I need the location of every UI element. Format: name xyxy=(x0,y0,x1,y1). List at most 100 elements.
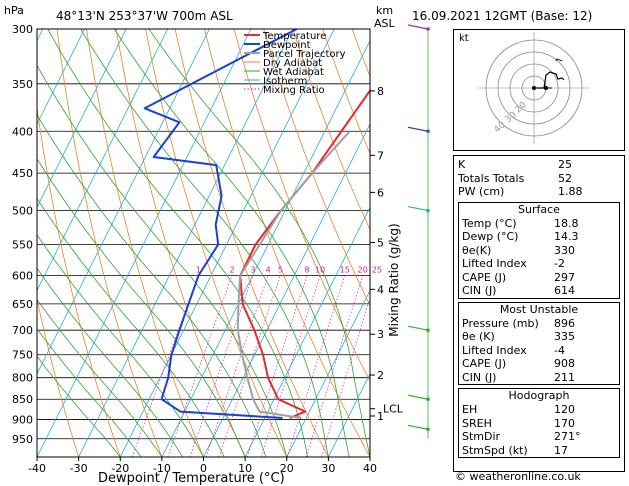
wet-adiabat-line xyxy=(114,29,350,457)
index-value: 52 xyxy=(558,171,572,185)
most-unstable-label: CIN (J) xyxy=(462,370,497,384)
hodograph-stat-label: StmSpd (kt) xyxy=(462,443,528,457)
asl-unit-label: ASL xyxy=(374,17,396,30)
wind-barb xyxy=(407,126,429,132)
most-unstable-label: Pressure (mb) xyxy=(462,316,539,330)
mixing-ratio-tick-label: 10 xyxy=(315,265,325,274)
pressure-tick-label: 350 xyxy=(12,78,33,91)
copyright: © weatheronline.co.uk xyxy=(455,470,581,483)
pressure-unit-label: hPa xyxy=(4,4,24,17)
hodograph-stat-label: EH xyxy=(462,403,478,416)
surface-label: CIN (J) xyxy=(462,284,497,297)
x-tick-label: -20 xyxy=(111,462,129,475)
hodograph-stat-value: 271° xyxy=(554,430,581,443)
most-unstable-row: CAPE (J) 908 xyxy=(459,357,619,371)
most-unstable-row: Lifted Index -4 xyxy=(459,344,619,358)
dry-adiabat-line xyxy=(322,29,370,155)
dry-adiabat-line xyxy=(56,29,163,457)
dry-adiabat-line xyxy=(204,29,370,457)
wind-barb xyxy=(407,24,429,30)
surface-value: 14.3 xyxy=(554,230,579,243)
surface-value: 614 xyxy=(554,284,575,297)
surface-value: 18.8 xyxy=(554,216,579,230)
x-tick-label: -10 xyxy=(153,462,171,475)
index-label: Totals Totals xyxy=(458,171,525,185)
x-tick-label: 0 xyxy=(200,462,207,475)
dry-adiabat-line xyxy=(263,29,370,307)
mixing-ratio-tick-label: 5 xyxy=(278,265,283,274)
surface-row: CIN (J) 614 xyxy=(459,284,619,298)
most-unstable-row: θe (K) 335 xyxy=(459,330,619,344)
mixing-ratio-line xyxy=(260,275,321,457)
x-axis-label: Dewpoint / Temperature (°C) xyxy=(98,471,285,486)
hodograph-stat-value: 170 xyxy=(554,416,575,430)
surface-row: θe(K) 330 xyxy=(459,244,619,258)
most-unstable-value: 896 xyxy=(554,316,575,330)
isotherm-line xyxy=(78,29,293,457)
isotherm-line xyxy=(0,29,1,457)
mixing-ratio-line xyxy=(131,275,199,457)
profile-lines xyxy=(143,29,370,419)
index-label: PW (cm) xyxy=(458,185,505,198)
most-unstable-value: -4 xyxy=(554,343,565,357)
km-tick-label: 1 xyxy=(377,410,384,423)
surface-row: Temp (°C) 18.8 xyxy=(459,217,619,231)
most-unstable-row: CIN (J) 211 xyxy=(459,371,619,385)
isotherm-line xyxy=(161,39,370,457)
mixing-ratio-line xyxy=(205,275,269,457)
hodograph-unit-label: kt xyxy=(459,33,469,44)
hodograph-box: Hodograph EH 120 SREH 170 StmDir 271° StmSpd (… xyxy=(458,388,620,458)
most-unstable-label: CAPE (J) xyxy=(462,357,507,370)
hodograph-stat-label: SREH xyxy=(462,416,492,430)
mixing-ratio-line xyxy=(218,275,281,457)
dry-adiabat-line xyxy=(292,29,370,231)
hodograph-end-arrow: ⌐ xyxy=(553,54,565,67)
km-tick-label: 7 xyxy=(377,149,384,162)
most-unstable-row: Pressure (mb) 896 xyxy=(459,317,619,331)
hodograph-panel: kt 40 30 20 ⌐ xyxy=(453,29,625,151)
mixing-ratio-tick-label: 3 xyxy=(250,265,255,274)
lcl-label: LCL xyxy=(383,403,404,416)
most-unstable-value: 908 xyxy=(554,357,575,370)
isotherm-line xyxy=(244,206,370,457)
dry-adiabat-line xyxy=(37,297,79,457)
surface-row: CAPE (J) 297 xyxy=(459,271,619,285)
date-label: 16.09.2021 12GMT (Base: 12) xyxy=(412,9,592,23)
pressure-tick-label: 950 xyxy=(12,433,33,446)
hodograph-title: Hodograph xyxy=(508,389,570,402)
mixing-ratio-line xyxy=(246,275,308,457)
most-unstable-label: θe (K) xyxy=(462,330,495,343)
wet-adiabat-line xyxy=(37,267,184,457)
wind-barbs xyxy=(407,24,430,439)
x-tick-label: -40 xyxy=(28,462,46,475)
axes: 3003504004505005506006507007508008509009… xyxy=(12,23,404,475)
wet-adiabat-line xyxy=(37,234,204,457)
most-unstable-rows: Pressure (mb) 896 θe (K) 335 Lifted Index -4 C… xyxy=(459,317,619,385)
pressure-tick-label: 700 xyxy=(12,324,33,337)
hodograph-origin-marker xyxy=(532,86,536,90)
isotherm-line xyxy=(37,29,210,375)
legend-label: Isotherm xyxy=(263,76,307,87)
km-tick-label: 3 xyxy=(377,328,384,341)
wet-adiabat-line xyxy=(37,298,163,457)
index-row: K 25 xyxy=(454,158,624,172)
surface-rows: Temp (°C) 18.8 Dewp (°C) 14.3 θe(K) 330 Lifted… xyxy=(459,217,619,298)
index-label: K xyxy=(458,158,466,171)
index-row: Totals Totals 52 xyxy=(454,172,624,186)
pressure-tick-label: 450 xyxy=(12,167,33,180)
km-tick-label: 6 xyxy=(377,186,384,199)
surface-row: Lifted Index -2 xyxy=(459,257,619,271)
location-label: 48°13'N 253°37'W 700m ASL xyxy=(56,9,233,23)
wet-adiabat-line xyxy=(47,29,308,457)
surface-label: θe(K) xyxy=(462,243,492,257)
wind-barb xyxy=(407,424,429,430)
x-tick-label: -30 xyxy=(70,462,88,475)
surface-value: 330 xyxy=(554,243,575,257)
isotherm-line xyxy=(328,372,370,457)
legend-label: Wet Adiabat xyxy=(263,67,324,78)
wet-adiabat-line xyxy=(148,29,370,457)
legend-label: Parcel Trajectory xyxy=(263,49,346,60)
hodograph-stat-row: StmDir 271° xyxy=(459,430,619,444)
